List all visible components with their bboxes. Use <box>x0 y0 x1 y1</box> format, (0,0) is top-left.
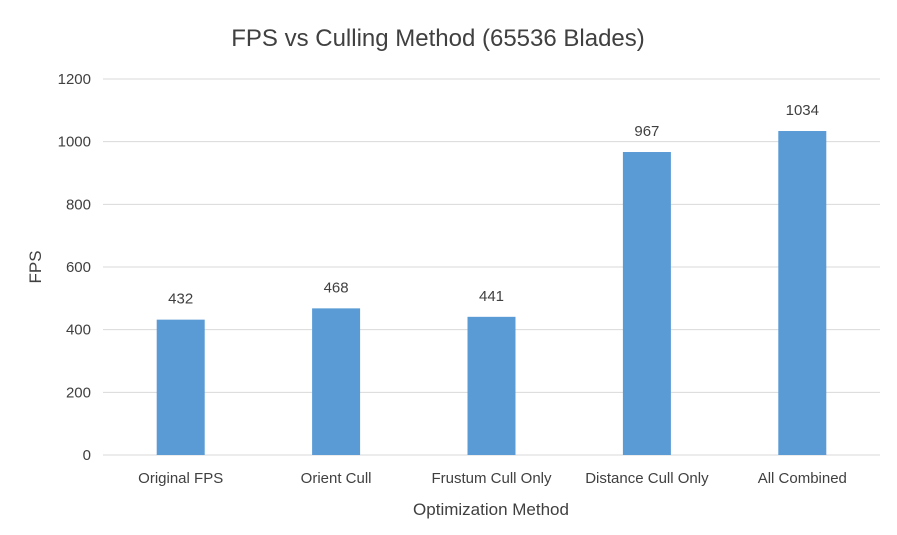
bar-value-label: 967 <box>634 123 659 140</box>
x-tick-label: Frustum Cull Only <box>431 470 552 487</box>
y-tick-label: 400 <box>66 322 91 339</box>
data-labels: 432 468 441 967 1034 <box>168 102 819 308</box>
bar-value-label: 468 <box>324 279 349 296</box>
bar-value-label: 441 <box>479 288 504 305</box>
bars <box>156 131 827 456</box>
bar-value-label: 432 <box>168 291 193 308</box>
y-tick-label: 1000 <box>58 134 91 151</box>
bar <box>622 152 671 456</box>
y-tick-label: 600 <box>66 259 91 276</box>
bar <box>312 308 361 455</box>
x-tick-label: All Combined <box>758 470 847 487</box>
y-tick-label: 200 <box>66 384 91 401</box>
chart-title: FPS vs Culling Method (65536 Blades) <box>231 25 645 52</box>
bar <box>778 131 827 455</box>
y-tick-label: 0 <box>83 447 91 464</box>
y-axis-title: FPS <box>26 250 45 283</box>
y-tick-label: 800 <box>66 196 91 213</box>
y-axis-ticks: 0 200 400 600 800 1000 1200 <box>58 71 91 464</box>
x-tick-label: Distance Cull Only <box>585 470 709 487</box>
bar-value-label: 1034 <box>786 102 819 119</box>
x-tick-label: Orient Cull <box>301 470 372 487</box>
bar <box>156 319 205 455</box>
x-axis-ticks: Original FPS Orient Cull Frustum Cull Only… <box>138 470 847 487</box>
y-tick-label: 1200 <box>58 71 91 88</box>
x-axis-title: Optimization Method <box>413 500 569 519</box>
x-tick-label: Original FPS <box>138 470 223 487</box>
bar <box>467 316 516 455</box>
